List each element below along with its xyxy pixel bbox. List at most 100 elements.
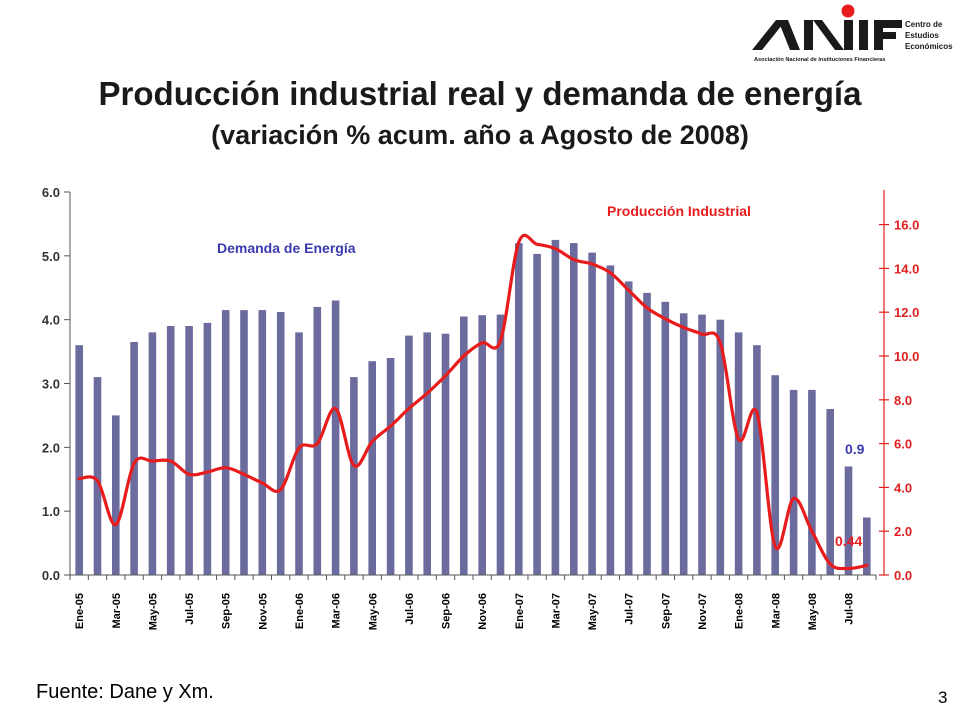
logo-side-text-1: Centro de xyxy=(905,20,943,29)
energy-bar xyxy=(460,316,468,575)
energy-bar xyxy=(386,358,395,575)
right-axis-tick-label: 8.0 xyxy=(894,393,912,408)
x-axis-tick-label: Jul-05 xyxy=(184,593,196,625)
left-axis-tick-label: 2.0 xyxy=(42,440,60,455)
energy-bar xyxy=(240,310,248,575)
right-axis-tick-label: 0.0 xyxy=(894,568,912,583)
energy-bars xyxy=(75,239,871,575)
x-axis-tick-label: Jul-07 xyxy=(624,593,636,625)
x-axis-tick-label: Sep-05 xyxy=(221,593,233,629)
energy-bar xyxy=(624,281,633,575)
energy-bar xyxy=(551,239,560,575)
energy-bar xyxy=(789,389,798,575)
energy-bar xyxy=(276,312,285,575)
energy-bar xyxy=(863,517,871,575)
x-axis-tick-label: Ene-05 xyxy=(74,593,86,629)
energy-bar xyxy=(588,252,596,575)
chart-axes: 0.0 1.0 2.0 3.0 4.0 5.0 6.0 Ene-05 Mar-05 May-05 J… xyxy=(42,185,919,630)
right-axis-tick-label: 10.0 xyxy=(894,349,919,364)
anif-logo: Asociación Nacional de Instituciones Fin… xyxy=(752,4,953,63)
energy-bar xyxy=(405,335,413,575)
energy-bar xyxy=(93,377,102,575)
energy-bar xyxy=(423,332,431,575)
x-axis-tick-label: Ene-06 xyxy=(294,593,306,629)
energy-bar xyxy=(661,301,670,575)
right-axis-tick-label: 14.0 xyxy=(894,261,919,276)
energy-bar xyxy=(533,253,541,575)
left-axis-tick-label: 5.0 xyxy=(42,249,60,264)
left-axis-tick-label: 4.0 xyxy=(42,313,60,328)
logo-side-text-3: Económicos xyxy=(905,42,953,51)
data-label-last-line: 0.44 xyxy=(835,533,862,549)
energy-bar xyxy=(826,409,834,575)
x-axis-tick-label: Mar-06 xyxy=(331,593,343,628)
energy-bar xyxy=(771,375,779,575)
x-axis-tick-label: Nov-07 xyxy=(697,593,709,630)
energy-bar xyxy=(258,310,267,575)
energy-bar xyxy=(148,332,157,575)
anif-logo-mark xyxy=(752,4,902,50)
logo-side-text-2: Estudios xyxy=(905,31,939,40)
energy-bar xyxy=(808,389,816,575)
x-axis-tick-label: Jul-08 xyxy=(844,593,856,625)
x-axis-tick-label: May-06 xyxy=(367,593,379,630)
right-axis-tick-label: 12.0 xyxy=(894,305,919,320)
energy-bar xyxy=(570,243,578,575)
series-label-energy: Demanda de Energía xyxy=(217,240,356,256)
x-axis-tick-label: Mar-05 xyxy=(111,593,123,628)
right-axis-tick-label: 2.0 xyxy=(894,524,912,539)
page-number: 3 xyxy=(938,688,948,707)
production-line xyxy=(77,233,869,571)
left-axis-tick-label: 0.0 xyxy=(42,568,60,583)
chart-title: Producción industrial real y demanda de … xyxy=(98,75,862,112)
x-axis-tick-label: May-05 xyxy=(147,593,159,630)
x-axis-tick-label: Mar-08 xyxy=(770,593,782,628)
energy-bar xyxy=(221,310,230,575)
energy-bar xyxy=(734,332,743,575)
energy-bar xyxy=(643,292,651,575)
energy-bar xyxy=(75,345,83,575)
energy-bar xyxy=(679,313,688,575)
energy-bar xyxy=(844,466,853,575)
data-label-last-bar: 0.9 xyxy=(845,441,865,457)
energy-bar xyxy=(295,332,303,575)
energy-bar xyxy=(441,333,450,575)
right-axis-tick-label: 16.0 xyxy=(894,218,919,233)
energy-bar xyxy=(368,361,376,575)
energy-bar xyxy=(166,326,175,575)
energy-bar xyxy=(331,300,340,575)
series-label-production: Producción Industrial xyxy=(607,203,751,219)
energy-bar xyxy=(478,315,486,575)
chart-labels: Demanda de Energía Producción Industrial 0… xyxy=(217,203,865,549)
x-axis-tick-label: Jul-06 xyxy=(404,593,416,625)
energy-bar xyxy=(606,265,615,575)
energy-bar xyxy=(112,415,120,575)
x-axis-tick-label: Mar-07 xyxy=(550,593,562,628)
energy-bar xyxy=(698,314,706,575)
x-axis-tick-label: May-08 xyxy=(807,593,819,630)
energy-bar xyxy=(753,345,761,575)
left-axis-tick-label: 1.0 xyxy=(42,504,60,519)
source-note: Fuente: Dane y Xm. xyxy=(36,681,214,703)
logo-tagline: Asociación Nacional de Instituciones Fin… xyxy=(754,57,886,63)
x-axis-tick-label: Sep-07 xyxy=(660,593,672,629)
production-line-path xyxy=(77,233,869,571)
left-axis-tick-label: 6.0 xyxy=(42,185,60,200)
energy-bar xyxy=(130,342,138,575)
x-axis-tick-label: Sep-06 xyxy=(441,593,453,629)
left-axis-tick-label: 3.0 xyxy=(42,377,60,392)
x-axis-tick-label: Nov-06 xyxy=(477,593,489,630)
energy-bar xyxy=(496,314,505,575)
energy-bar xyxy=(185,326,193,575)
x-axis-tick-label: May-07 xyxy=(587,593,599,630)
x-axis-tick-label: Ene-07 xyxy=(514,593,526,629)
energy-bar xyxy=(203,322,212,575)
x-axis-tick-label: Ene-08 xyxy=(734,593,746,629)
right-axis-tick-label: 6.0 xyxy=(894,437,912,452)
chart-subtitle: (variación % acum. año a Agosto de 2008) xyxy=(211,120,749,150)
energy-bar xyxy=(350,377,358,575)
x-axis-tick-label: Nov-05 xyxy=(257,593,269,630)
right-axis-tick-label: 4.0 xyxy=(894,480,912,495)
energy-bar xyxy=(515,243,523,575)
